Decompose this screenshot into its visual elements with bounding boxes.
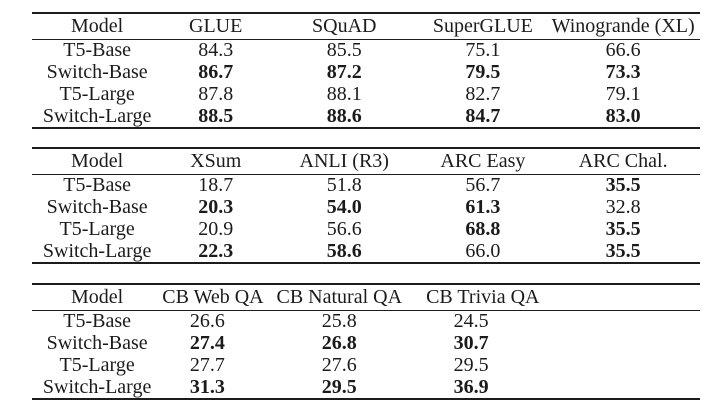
model-cell: T5-Large: [59, 82, 135, 105]
score-cell: 36.9: [453, 375, 489, 398]
model-cell: Switch-Large: [42, 375, 152, 398]
model-cell: T5-Large: [59, 353, 135, 376]
column-header-xsum: XSum: [190, 150, 242, 172]
table-row: Switch-Base 27.4 26.8 30.7: [32, 333, 700, 355]
table-row: Switch-Large 31.3 29.5 36.9: [32, 376, 700, 398]
score-cell: 35.5: [605, 239, 641, 262]
model-cell: T5-Base: [63, 310, 131, 333]
column-header-arc-easy: ARC Easy: [440, 150, 526, 172]
table-header-row: Model GLUE SQuAD SuperGLUE Winogrande (X…: [32, 14, 700, 40]
model-cell: Switch-Large: [42, 239, 152, 262]
score-cell: 27.6: [321, 353, 357, 376]
score-cell: 79.5: [465, 61, 501, 84]
score-cell: 68.8: [465, 217, 501, 240]
score-cell: 29.5: [453, 353, 489, 376]
table-row: T5-Large 87.8 88.1 82.7 79.1: [32, 82, 700, 106]
score-cell: 20.9: [198, 217, 234, 240]
score-cell: 32.8: [605, 196, 641, 219]
score-cell: 88.6: [326, 104, 362, 127]
score-cell: 51.8: [326, 174, 362, 197]
benchmark-table-1: Model GLUE SQuAD SuperGLUE Winogrande (X…: [32, 12, 700, 129]
score-cell: 31.3: [189, 375, 225, 398]
score-cell: 75.1: [465, 39, 501, 62]
score-cell: 18.7: [198, 174, 234, 197]
table-row: T5-Large 20.9 56.6 68.8 35.5: [32, 217, 700, 241]
score-cell: 84.3: [198, 39, 234, 62]
table-row: Switch-Base 20.3 54.0 61.3 32.8: [32, 197, 700, 219]
score-cell: 87.8: [198, 82, 234, 105]
column-header-model: Model: [71, 150, 124, 172]
table-row: T5-Base 26.6 25.8 24.5: [32, 311, 700, 333]
score-cell: 61.3: [465, 196, 501, 219]
score-cell: 35.5: [605, 174, 641, 197]
score-cell: 84.7: [465, 104, 501, 127]
score-cell: 88.1: [326, 82, 362, 105]
column-header-arc-chal: ARC Chal.: [578, 150, 668, 172]
score-cell: 66.6: [605, 39, 641, 62]
column-header-squad: SQuAD: [312, 15, 377, 37]
score-cell: 83.0: [605, 104, 641, 127]
column-header-glue: GLUE: [189, 15, 243, 37]
column-header-anli: ANLI (R3): [299, 150, 389, 172]
score-cell: 27.4: [189, 332, 225, 355]
score-cell: 79.1: [605, 82, 641, 105]
score-cell: 85.5: [326, 39, 362, 62]
model-cell: Switch-Large: [42, 104, 152, 127]
table-row: Switch-Large 88.5 88.6 84.7 83.0: [32, 105, 700, 127]
score-cell: 29.5: [321, 375, 357, 398]
model-cell: Switch-Base: [46, 196, 148, 219]
score-cell: 30.7: [453, 332, 489, 355]
score-cell: 66.0: [465, 239, 501, 262]
column-header-cb-web-qa: CB Web QA: [162, 286, 264, 308]
model-cell: T5-Base: [63, 39, 131, 62]
score-cell: 58.6: [326, 239, 362, 262]
model-cell: T5-Large: [59, 217, 135, 240]
model-cell: T5-Base: [63, 174, 131, 197]
score-cell: 87.2: [326, 61, 362, 84]
score-cell: 25.8: [321, 310, 357, 333]
score-cell: 54.0: [326, 196, 362, 219]
score-cell: 26.6: [189, 310, 225, 333]
score-cell: 35.5: [605, 217, 641, 240]
score-cell: 26.8: [321, 332, 357, 355]
table-row: Switch-Base 86.7 87.2 79.5 73.3: [32, 62, 700, 84]
table-row: T5-Base 18.7 51.8 56.7 35.5: [32, 175, 700, 197]
score-cell: 27.7: [189, 353, 225, 376]
column-header-model: Model: [71, 286, 124, 308]
column-header-winogrande: Winogrande (XL): [551, 15, 695, 37]
model-cell: Switch-Base: [46, 332, 148, 355]
benchmark-table-2: Model XSum ANLI (R3) ARC Easy ARC Chal. …: [32, 147, 700, 264]
score-cell: 56.7: [465, 174, 501, 197]
score-cell: 73.3: [605, 61, 641, 84]
table-header-row: Model XSum ANLI (R3) ARC Easy ARC Chal.: [32, 149, 700, 175]
column-header-cb-natural-qa: CB Natural QA: [276, 286, 403, 308]
column-header-model: Model: [71, 15, 124, 37]
score-cell: 22.3: [198, 239, 234, 262]
score-cell: 24.5: [453, 310, 489, 333]
score-cell: 82.7: [465, 82, 501, 105]
score-cell: 88.5: [198, 104, 234, 127]
column-header-cb-trivia-qa: CB Trivia QA: [426, 286, 540, 308]
score-cell: 56.6: [326, 217, 362, 240]
table-row: Switch-Large 22.3 58.6 66.0 35.5: [32, 240, 700, 262]
column-header-superglue: SuperGLUE: [432, 15, 533, 37]
table-row: T5-Base 84.3 85.5 75.1 66.6: [32, 40, 700, 62]
table-header-row: Model CB Web QA CB Natural QA CB Trivia …: [32, 285, 700, 311]
benchmark-table-3: Model CB Web QA CB Natural QA CB Trivia …: [32, 283, 700, 400]
score-cell: 86.7: [198, 61, 234, 84]
score-cell: 20.3: [198, 196, 234, 219]
model-cell: Switch-Base: [46, 61, 148, 84]
table-row: T5-Large 27.7 27.6 29.5: [32, 353, 700, 377]
